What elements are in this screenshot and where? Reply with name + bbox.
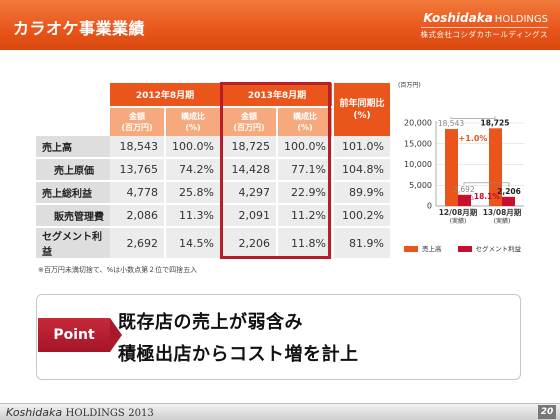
- legend-swatch-sales: [404, 246, 418, 252]
- cell-amount-2013: 2,091: [222, 205, 278, 228]
- cell-yoy: 104.8%: [334, 159, 390, 182]
- page-number: 20: [538, 405, 556, 419]
- chart-y-tick-label: 5,000: [409, 181, 432, 190]
- chart-bar-sales: [489, 128, 502, 206]
- legend-label-sales: 売上高: [422, 245, 442, 253]
- cell-amount-2012: 4,778: [110, 182, 166, 205]
- legend-item-profit: セグメント利益: [457, 243, 522, 253]
- chart-value-label: 18,725: [481, 118, 510, 127]
- cell-yoy: 81.9%: [334, 228, 390, 260]
- cell-ratio-2012: 11.3%: [166, 205, 222, 228]
- chart-legend: 売上高 セグメント利益: [404, 243, 535, 253]
- chart-value-label: 2,206: [497, 187, 521, 196]
- cell-yoy: 101.0%: [334, 136, 390, 159]
- cell-ratio-2013: 11.8%: [278, 228, 334, 260]
- cell-amount-2013: 14,428: [222, 159, 278, 182]
- table-row: 売上高 18,543 100.0% 18,725 100.0% 101.0%: [36, 136, 390, 159]
- point-tag: Point: [38, 318, 122, 352]
- chart-annotation-profit: △18.1%: [468, 192, 500, 201]
- row-label: 販売管理費: [36, 205, 110, 228]
- table-row: 販売管理費 2,086 11.3% 2,091 11.2% 100.2%: [36, 205, 390, 228]
- brand-name: Koshidaka: [423, 11, 493, 25]
- cell-amount-2012: 13,765: [110, 159, 166, 182]
- table-row: 売上原価 13,765 74.2% 14,428 77.1% 104.8%: [36, 159, 390, 182]
- header-yoy: 前年同期比 (%): [334, 83, 390, 136]
- slide-footer: Koshidaka HOLDINGS 2013 20: [0, 403, 560, 420]
- cell-ratio-2013: 100.0%: [278, 136, 334, 159]
- footer-year: 2013: [128, 408, 154, 419]
- row-label: 売上原価: [36, 159, 110, 182]
- chart-y-tick-label: 10,000: [404, 160, 432, 169]
- slide-title: カラオケ事業業績: [13, 19, 146, 38]
- table-row: 売上総利益 4,778 25.8% 4,297 22.9% 89.9%: [36, 182, 390, 205]
- brand-logo: Koshidaka HOLDINGS 株式会社コシダカホールディングス: [420, 11, 548, 40]
- sub-ratio-2012: 構成比 (%): [166, 106, 222, 136]
- cell-ratio-2013: 77.1%: [278, 159, 334, 182]
- highlight-2013-box: [220, 82, 331, 259]
- row-label: 売上高: [36, 136, 110, 159]
- cell-amount-2012: 18,543: [110, 136, 166, 159]
- chart-bar-profit: [458, 194, 471, 206]
- cell-ratio-2012: 25.8%: [166, 182, 222, 205]
- legend-label-profit: セグメント利益: [475, 245, 522, 253]
- legend-swatch-profit: [457, 246, 472, 252]
- cell-ratio-2012: 100.0%: [166, 136, 222, 159]
- chart-y-tick-label: 15,000: [404, 139, 432, 148]
- legend-item-sales: 売上高: [404, 243, 442, 253]
- chart-y-tick-label: 20,000: [404, 119, 432, 128]
- chart-annotation-sales: +1.0%: [459, 134, 488, 143]
- chart-bar-profit: [502, 196, 515, 206]
- sales-profit-chart: (百万円) 0 5,000 10,000 15,000 20,000 12/08月期 (実績)…: [396, 80, 560, 280]
- footer-brand: Koshidaka HOLDINGS 2013: [6, 406, 154, 419]
- table-row: セグメント利益 2,692 14.5% 2,206 11.8% 81.9%: [36, 228, 390, 260]
- cell-amount-2013: 2,206: [222, 228, 278, 260]
- chart-sales-connector: [450, 116, 496, 119]
- brand-jp-name: 株式会社コシダカホールディングス: [420, 27, 548, 40]
- cell-amount-2012: 2,692: [110, 228, 166, 260]
- footer-brand-name: Koshidaka: [6, 406, 63, 419]
- cell-amount-2013: 4,297: [222, 182, 278, 205]
- chart-x-tick-label: 13/08月期: [483, 207, 522, 217]
- footer-holdings: HOLDINGS: [65, 408, 125, 419]
- slide-header: カラオケ事業業績 Koshidaka HOLDINGS 株式会社コシダカホールディ…: [0, 0, 560, 50]
- header-2013: 2013年8月期: [222, 83, 334, 106]
- chart-unit-label: (百万円): [398, 82, 421, 89]
- row-label: セグメント利益: [36, 228, 110, 260]
- table-footnote: ※百万円未満切捨て、%は小数点第２位で四捨五入: [38, 266, 198, 274]
- chart-x-tick-sublabel: (実績): [494, 217, 511, 225]
- cell-ratio-2012: 74.2%: [166, 159, 222, 182]
- sub-ratio-2013: 構成比 (%): [278, 106, 334, 136]
- cell-amount-2012: 2,086: [110, 205, 166, 228]
- cell-ratio-2012: 14.5%: [166, 228, 222, 260]
- point-line-1: 既存店の売上が弱含み: [118, 312, 303, 333]
- chart-svg: (百万円)05,00010,00015,00020,00012/08月期(実績)…: [398, 82, 524, 225]
- chart-x-tick-sublabel: (実績): [450, 217, 467, 225]
- row-label: 売上総利益: [36, 182, 110, 205]
- cell-yoy: 89.9%: [334, 182, 390, 205]
- header-2012: 2012年8月期: [110, 83, 222, 106]
- chart-y-tick-label: 0: [427, 202, 432, 211]
- results-table: 2012年8月期 2013年8月期 前年同期比 (%) 金額 (百万円) 構成比…: [36, 83, 390, 260]
- cell-ratio-2013: 22.9%: [278, 182, 334, 205]
- chart-profit-connector: [463, 182, 510, 187]
- chart-value-label: 2,692: [453, 185, 475, 194]
- sub-amount-2012: 金額 (百万円): [110, 106, 166, 136]
- chart-x-tick-label: 12/08月期: [439, 207, 478, 217]
- point-line-2: 積極出店からコスト増を計上: [118, 344, 359, 365]
- chart-bar-sales: [445, 129, 458, 206]
- chart-value-label: 18,543: [438, 119, 464, 128]
- cell-yoy: 100.2%: [334, 205, 390, 228]
- brand-holdings: HOLDINGS: [494, 14, 548, 25]
- sub-amount-2013: 金額 (百万円): [222, 106, 278, 136]
- cell-amount-2013: 18,725: [222, 136, 278, 159]
- cell-ratio-2013: 11.2%: [278, 205, 334, 228]
